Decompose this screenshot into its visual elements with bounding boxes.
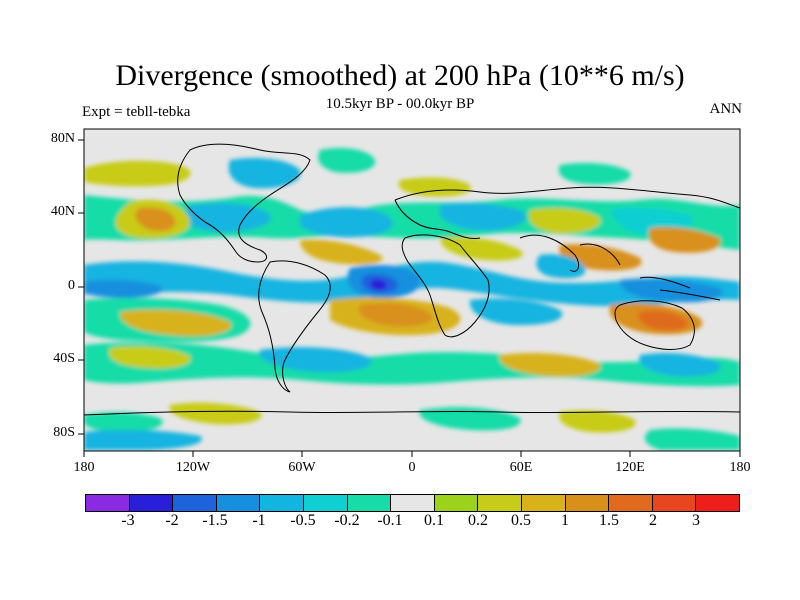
x-tick-label: 120E bbox=[615, 460, 645, 475]
colorbar-label: -2 bbox=[165, 512, 179, 529]
season-label: ANN bbox=[709, 101, 743, 117]
colorbar-label: 1.5 bbox=[599, 512, 619, 529]
colorbar-swatch bbox=[652, 495, 697, 511]
x-tick-label: 60W bbox=[288, 460, 316, 475]
colorbar bbox=[85, 494, 740, 512]
x-tick-label: 180 bbox=[729, 460, 751, 475]
x-tick-label: 180 bbox=[73, 460, 95, 475]
colorbar-swatch bbox=[347, 495, 392, 511]
y-tick-label: 0 bbox=[68, 278, 75, 293]
colorbar-label: 1 bbox=[561, 512, 569, 529]
x-tick-label: 60E bbox=[509, 460, 533, 475]
colorbar-label: 3 bbox=[692, 512, 700, 529]
y-tick-label: 40N bbox=[50, 204, 75, 219]
colorbar-label: -1 bbox=[252, 512, 266, 529]
colorbar-label: -0.1 bbox=[377, 512, 403, 529]
plot-subtitle: 10.5kyr BP - 00.0kyr BP bbox=[325, 96, 475, 112]
colorbar-swatch bbox=[696, 495, 739, 511]
colorbar-swatch bbox=[173, 495, 217, 511]
colorbar-swatch bbox=[303, 495, 348, 511]
colorbar-swatch bbox=[260, 495, 304, 511]
experiment-label: Expt = tebll-tebka bbox=[82, 104, 191, 120]
contour-fill-layer bbox=[84, 148, 740, 450]
colorbar-swatch bbox=[434, 495, 479, 511]
colorbar-swatch bbox=[216, 495, 261, 511]
colorbar-label: -0.5 bbox=[290, 512, 316, 529]
colorbar-swatch bbox=[478, 495, 522, 511]
coastlines bbox=[84, 143, 740, 416]
colorbar-swatch bbox=[609, 495, 653, 511]
x-tick-label: 120W bbox=[175, 460, 211, 475]
colorbar-label: 0.2 bbox=[468, 512, 488, 529]
colorbar-swatch bbox=[521, 495, 566, 511]
map-field bbox=[84, 129, 740, 451]
colorbar-swatch bbox=[391, 495, 435, 511]
colorbar-label: 0.5 bbox=[511, 512, 531, 529]
colorbar-swatch bbox=[565, 495, 610, 511]
plot-title: Divergence (smoothed) at 200 hPa (10**6 … bbox=[115, 59, 685, 92]
y-tick-label: 40S bbox=[53, 351, 75, 366]
colorbar-swatch bbox=[129, 495, 174, 511]
x-tick-label: 0 bbox=[408, 460, 416, 475]
y-tick-label: 80S bbox=[53, 425, 75, 440]
colorbar-label: 2 bbox=[649, 512, 657, 529]
axis-ticks bbox=[78, 139, 741, 457]
colorbar-label: -1.5 bbox=[202, 512, 228, 529]
y-tick-label: 80N bbox=[50, 131, 75, 146]
colorbar-label: 0.1 bbox=[424, 512, 444, 529]
colorbar-label: -0.2 bbox=[334, 512, 360, 529]
colorbar-label: -3 bbox=[121, 512, 135, 529]
colorbar-swatch bbox=[86, 495, 130, 511]
